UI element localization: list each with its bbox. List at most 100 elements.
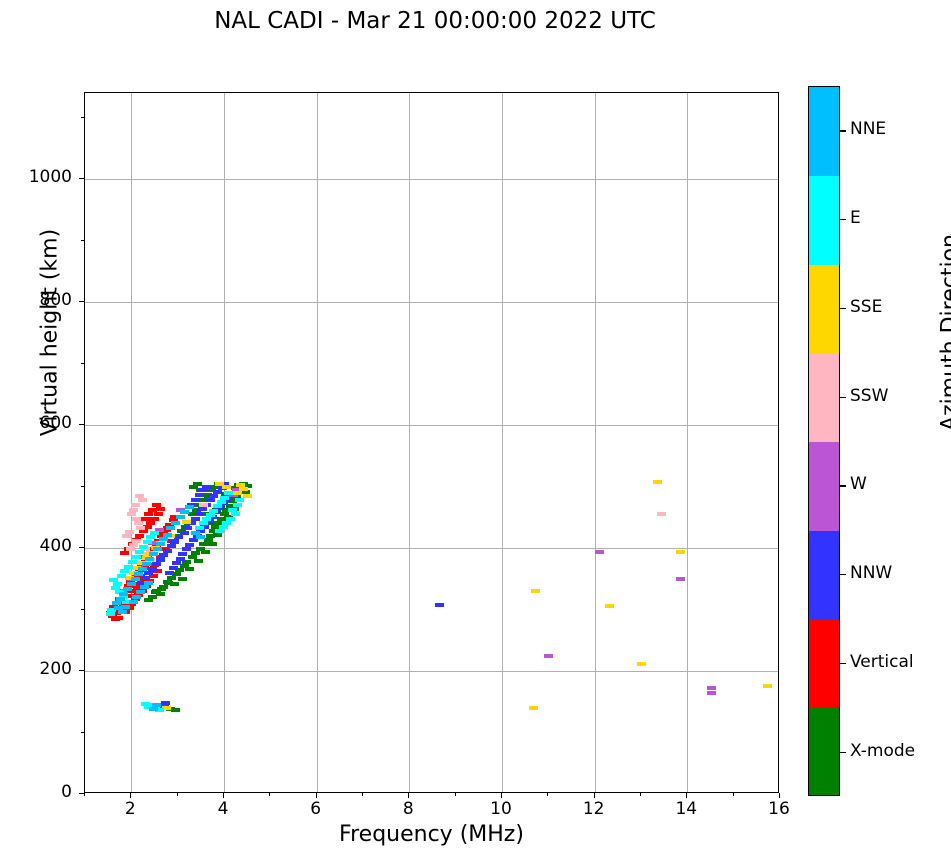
data-point <box>166 544 176 549</box>
data-point <box>213 489 222 494</box>
data-point <box>129 570 139 575</box>
data-point <box>113 605 123 610</box>
data-point <box>242 493 252 498</box>
data-point <box>200 492 209 497</box>
data-point <box>163 548 172 553</box>
data-point <box>141 562 151 566</box>
colorbar-label-ssw: SSW <box>850 385 889 406</box>
x-axis-minor-tick <box>454 793 456 796</box>
data-point <box>140 516 150 521</box>
data-point <box>183 525 193 530</box>
x-axis-tick-label: 10 <box>490 799 512 819</box>
data-point <box>201 550 210 555</box>
data-point <box>151 562 161 566</box>
data-point <box>124 575 134 580</box>
gridline-vertical <box>594 93 596 792</box>
data-point <box>210 484 220 489</box>
colorbar-label-sse: SSE <box>850 296 883 317</box>
gridline-vertical <box>502 93 503 792</box>
data-point <box>145 557 155 562</box>
data-point <box>136 590 146 595</box>
data-point <box>190 498 200 503</box>
y-axis-label: Virtual height (km) <box>37 228 63 437</box>
data-point <box>124 584 134 589</box>
data-point <box>175 507 185 512</box>
y-axis-minor-tick <box>81 731 84 733</box>
colorbar-band-e[interactable] <box>809 175 839 265</box>
y-axis-tick <box>79 793 84 794</box>
data-point <box>207 515 217 520</box>
plot-area[interactable] <box>84 92 779 793</box>
data-point <box>652 479 662 484</box>
data-point <box>144 704 154 709</box>
data-point <box>208 520 218 525</box>
data-point <box>161 701 171 705</box>
x-axis-tick-label: 6 <box>310 799 322 819</box>
x-axis-minor-tick <box>269 793 271 796</box>
data-point <box>222 520 232 525</box>
data-point <box>154 527 164 532</box>
data-point <box>214 529 224 534</box>
data-point <box>209 529 219 534</box>
data-point <box>190 551 200 555</box>
data-point <box>115 596 125 601</box>
data-point <box>166 575 176 580</box>
data-point <box>222 507 232 512</box>
data-point <box>119 591 129 596</box>
data-point <box>192 481 202 486</box>
data-point <box>161 705 171 710</box>
colorbar-band-w[interactable] <box>809 442 839 532</box>
gridline-horizontal <box>85 425 778 427</box>
data-point <box>155 542 165 547</box>
data-point <box>134 571 144 576</box>
x-axis-minor-tick <box>362 793 363 796</box>
y-axis-tick <box>79 424 84 426</box>
colorbar-band-nnw[interactable] <box>809 530 839 620</box>
data-point <box>220 512 230 517</box>
data-point <box>242 483 252 488</box>
data-point <box>207 541 217 546</box>
colorbar-band-nne[interactable] <box>809 87 839 177</box>
data-point <box>203 538 213 542</box>
data-point <box>157 587 167 592</box>
data-point <box>131 516 141 521</box>
colorbar-band-sse[interactable] <box>809 264 839 354</box>
data-point <box>201 484 211 489</box>
data-point <box>177 552 187 557</box>
data-point <box>138 498 148 503</box>
x-axis-tick <box>408 793 410 798</box>
data-point <box>133 586 143 590</box>
data-point <box>155 592 165 597</box>
data-point <box>158 533 168 538</box>
y-axis-tick <box>79 178 84 180</box>
data-point <box>235 482 245 487</box>
x-axis-tick <box>130 793 132 798</box>
x-axis-tick <box>779 793 780 798</box>
data-point <box>172 561 182 566</box>
data-point <box>179 530 189 535</box>
colorbar[interactable] <box>808 86 840 796</box>
data-point <box>179 563 189 568</box>
data-point <box>214 481 224 486</box>
data-point <box>166 707 176 712</box>
data-point <box>170 515 180 520</box>
data-point <box>231 495 241 499</box>
data-point <box>147 541 157 546</box>
data-point <box>134 592 144 597</box>
data-point <box>198 521 208 526</box>
data-point <box>164 522 174 527</box>
data-point <box>164 570 174 575</box>
x-axis-tick-label: 12 <box>582 799 605 819</box>
gridline-vertical <box>224 93 225 792</box>
colorbar-band-ssw[interactable] <box>809 353 839 443</box>
data-point <box>138 566 147 571</box>
colorbar-band-x-mode[interactable] <box>809 708 839 795</box>
data-point <box>132 595 142 600</box>
data-point <box>190 516 200 521</box>
colorbar-band-vertical[interactable] <box>809 619 839 709</box>
y-axis-tick-label: 1000 <box>28 167 72 188</box>
data-point <box>218 525 228 530</box>
data-point <box>216 485 226 490</box>
data-point <box>233 503 243 507</box>
